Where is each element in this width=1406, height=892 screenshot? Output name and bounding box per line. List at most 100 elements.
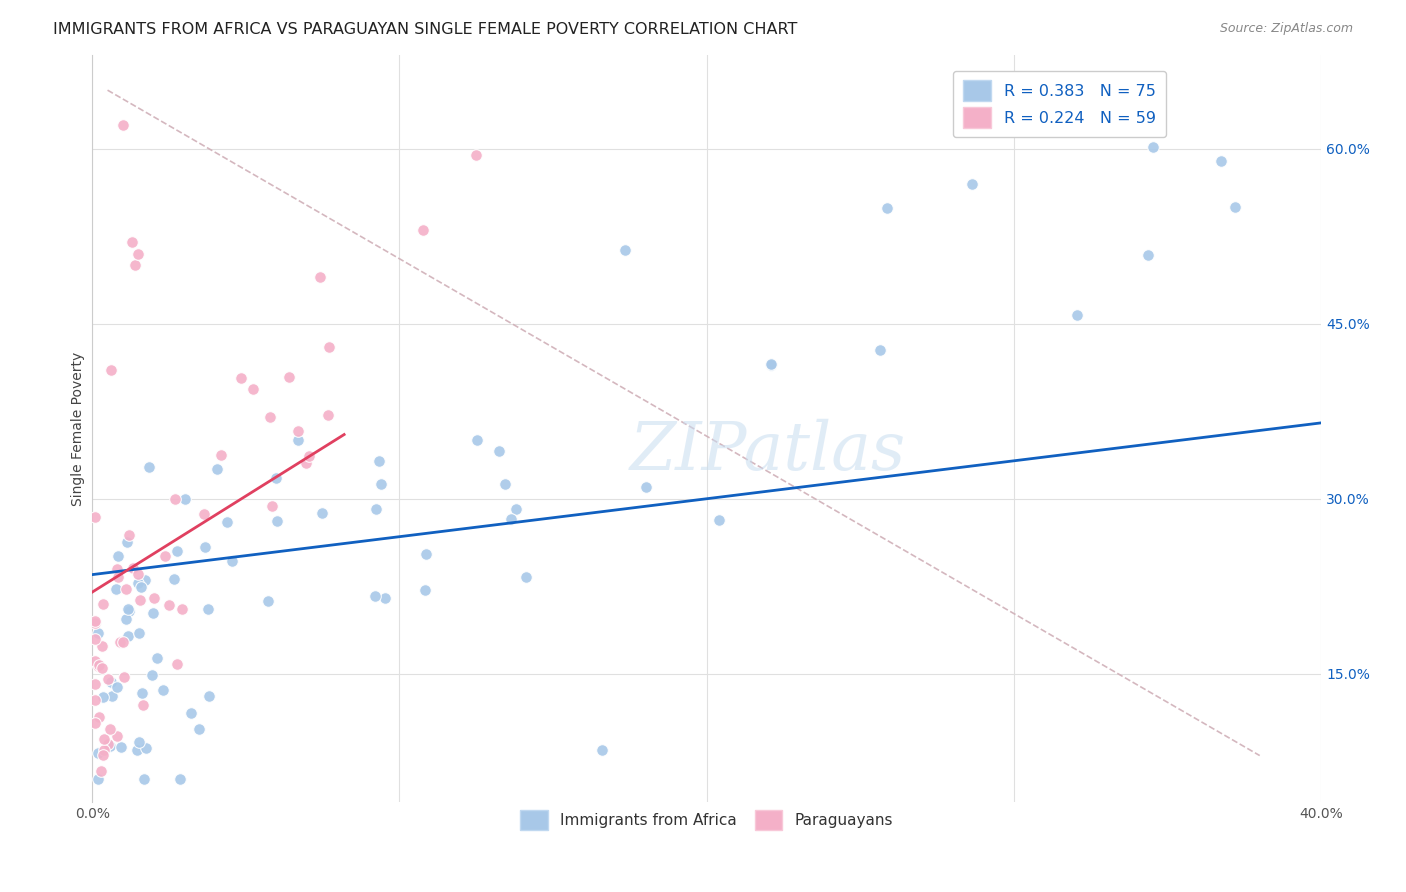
Point	[142, 591, 165, 605]
Point	[142, 606, 165, 620]
Point	[494, 477, 516, 491]
Point	[197, 601, 219, 615]
Point	[278, 370, 301, 384]
Point	[90, 640, 112, 654]
Point	[105, 680, 128, 694]
Point	[152, 682, 174, 697]
Point	[115, 582, 138, 596]
Point	[146, 651, 169, 665]
Point	[98, 722, 121, 736]
Point	[121, 235, 143, 249]
Point	[761, 357, 783, 371]
Point	[613, 243, 636, 257]
Point	[174, 491, 197, 506]
Point	[122, 561, 145, 575]
Point	[169, 772, 191, 786]
Point	[84, 715, 107, 730]
Point	[111, 118, 134, 132]
Point	[105, 562, 128, 576]
Point	[90, 764, 112, 778]
Point	[87, 659, 110, 673]
Text: Source: ZipAtlas.com: Source: ZipAtlas.com	[1219, 22, 1353, 36]
Point	[90, 660, 112, 674]
Point	[132, 772, 155, 786]
Point	[84, 632, 107, 646]
Point	[318, 340, 340, 354]
Point	[363, 589, 385, 603]
Point	[135, 740, 157, 755]
Point	[111, 635, 134, 649]
Point	[368, 454, 391, 468]
Point	[166, 657, 188, 671]
Point	[155, 549, 177, 563]
Point	[172, 602, 194, 616]
Point	[876, 202, 898, 216]
Point	[84, 614, 107, 628]
Point	[207, 461, 229, 475]
Point	[187, 722, 209, 736]
Point	[242, 382, 264, 396]
Point	[100, 363, 122, 377]
Point	[488, 444, 510, 458]
Point	[157, 598, 180, 612]
Point	[198, 690, 221, 704]
Point	[117, 602, 139, 616]
Point	[163, 572, 186, 586]
Text: ZIPatlas: ZIPatlas	[630, 418, 907, 483]
Point	[84, 654, 107, 668]
Point	[194, 540, 217, 554]
Point	[311, 507, 333, 521]
Point	[118, 528, 141, 542]
Point	[412, 223, 434, 237]
Point	[229, 371, 252, 385]
Point	[118, 604, 141, 618]
Point	[221, 554, 243, 568]
Point	[209, 449, 232, 463]
Point	[131, 686, 153, 700]
Text: IMMIGRANTS FROM AFRICA VS PARAGUAYAN SINGLE FEMALE POVERTY CORRELATION CHART: IMMIGRANTS FROM AFRICA VS PARAGUAYAN SIN…	[53, 22, 797, 37]
Point	[1066, 308, 1088, 322]
Point	[91, 597, 114, 611]
Point	[87, 772, 110, 786]
Point	[1136, 248, 1159, 262]
Point	[141, 668, 163, 682]
Point	[93, 731, 115, 746]
Point	[107, 549, 129, 564]
Point	[127, 575, 149, 590]
Point	[87, 746, 110, 760]
Point	[127, 567, 149, 582]
Point	[110, 739, 132, 754]
Point	[374, 591, 396, 605]
Point	[591, 743, 613, 757]
Point	[117, 629, 139, 643]
Point	[869, 343, 891, 357]
Point	[295, 456, 318, 470]
Point	[1223, 200, 1246, 214]
Point	[501, 512, 523, 526]
Point	[761, 359, 783, 373]
Point	[505, 501, 527, 516]
Point	[465, 433, 488, 447]
Point	[87, 658, 110, 673]
Point	[960, 177, 983, 191]
Point	[259, 409, 281, 424]
Point	[107, 729, 129, 743]
Point	[84, 510, 107, 524]
Point	[370, 477, 392, 491]
Point	[84, 677, 107, 691]
Point	[256, 593, 278, 607]
Point	[125, 742, 148, 756]
Point	[112, 670, 135, 684]
Point	[84, 616, 107, 631]
Point	[180, 706, 202, 720]
Point	[298, 449, 321, 463]
Legend: Immigrants from Africa, Paraguayans: Immigrants from Africa, Paraguayans	[515, 804, 900, 836]
Point	[101, 690, 124, 704]
Point	[415, 547, 437, 561]
Point	[129, 592, 152, 607]
Point	[134, 573, 156, 587]
Point	[266, 471, 288, 485]
Point	[87, 626, 110, 640]
Point	[287, 433, 309, 447]
Point	[1142, 139, 1164, 153]
